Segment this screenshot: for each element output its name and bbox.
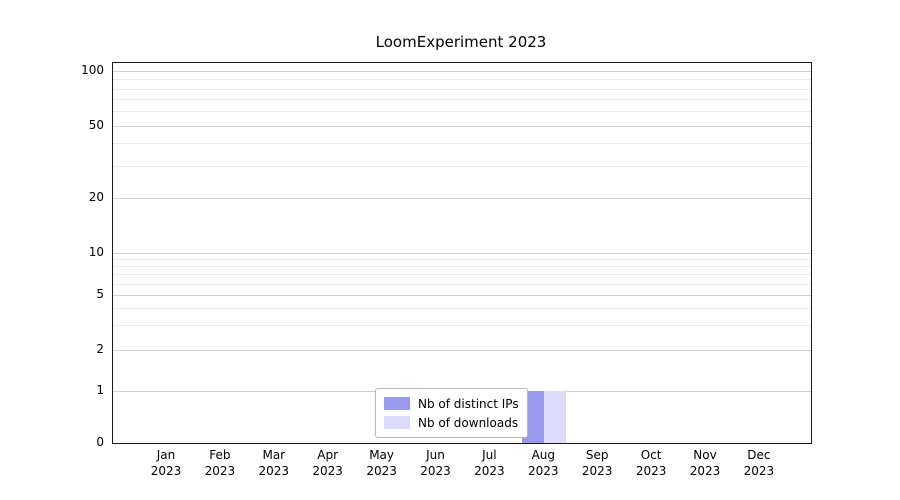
gridline-y-4 xyxy=(113,307,811,309)
y-tick-label-100: 100 xyxy=(81,63,104,77)
gridline-y-9 xyxy=(113,259,811,261)
gridline-y-8 xyxy=(113,266,811,268)
y-tick-label-10: 10 xyxy=(88,245,104,259)
gridline-y-10 xyxy=(113,253,811,254)
gridline-y-70 xyxy=(113,99,811,101)
x-tick-label-dec-2023: Dec 2023 xyxy=(743,448,775,478)
x-tick-label-aug-2023: Aug 2023 xyxy=(528,448,559,478)
bar-nb-of-distinct-ips xyxy=(522,391,545,443)
gridline-y-80 xyxy=(113,88,811,90)
gridline-y-20 xyxy=(113,198,811,200)
x-tick-label-mar-2023: Mar 2023 xyxy=(258,448,290,478)
chart-title: LoomExperiment 2023 xyxy=(375,33,547,51)
y-tick-label-0: 0 xyxy=(96,435,104,449)
legend: Nb of distinct IPs Nb of downloads xyxy=(375,388,528,438)
gridline-y-6 xyxy=(113,283,811,285)
gridline-y-30 xyxy=(113,166,811,168)
y-tick-label-1: 1 xyxy=(96,383,104,397)
y-tick-label-20: 20 xyxy=(88,190,104,205)
x-tick-label-sep-2023: Sep 2023 xyxy=(581,448,613,478)
x-tick-label-oct-2023: Oct 2023 xyxy=(635,448,667,478)
legend-item-downloads: Nb of downloads xyxy=(384,413,519,432)
gridline-y-5 xyxy=(113,294,811,296)
gridline-y-50 xyxy=(113,125,811,127)
x-tick-label-jul-2023: Jul 2023 xyxy=(474,448,505,478)
x-tick-label-nov-2023: Nov 2023 xyxy=(689,448,721,478)
x-tick-label-jan-2023: Jan 2023 xyxy=(150,448,182,478)
bar-nb-of-downloads xyxy=(544,391,567,443)
y-tick-label-50: 50 xyxy=(88,117,104,132)
x-tick-label-may-2023: May 2023 xyxy=(366,448,397,478)
x-tick-label-apr-2023: Apr 2023 xyxy=(312,448,343,478)
gridline-y-7 xyxy=(113,274,811,276)
gridline-y-40 xyxy=(113,143,811,145)
y-tick-label-2: 2 xyxy=(96,341,104,356)
x-tick-label-jun-2023: Jun 2023 xyxy=(420,448,451,478)
plot-area xyxy=(112,62,812,444)
gridline-y-60 xyxy=(113,111,811,113)
legend-item-distinct-ips: Nb of distinct IPs xyxy=(384,394,519,413)
y-tick-label-5: 5 xyxy=(96,286,104,301)
legend-swatch-distinct-ips xyxy=(384,397,410,410)
x-tick-label-feb-2023: Feb 2023 xyxy=(204,448,236,478)
gridline-y-2 xyxy=(113,349,811,351)
legend-label-downloads: Nb of downloads xyxy=(418,415,519,430)
gridline-y-3 xyxy=(113,325,811,327)
legend-label-distinct-ips: Nb of distinct IPs xyxy=(418,396,519,411)
gridline-y-90 xyxy=(113,79,811,81)
gridline-y-100 xyxy=(113,71,811,72)
legend-swatch-downloads xyxy=(384,416,410,429)
